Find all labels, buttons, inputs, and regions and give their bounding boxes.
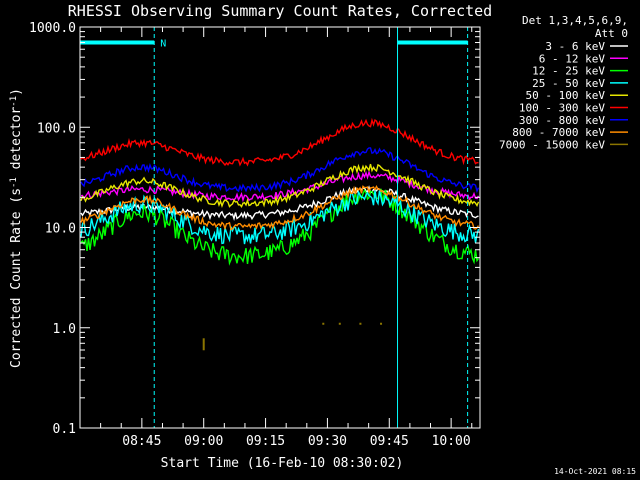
series-layer <box>80 117 480 351</box>
legend-label-2: 6 - 12 keV <box>539 52 606 65</box>
x-tick-label: 09:00 <box>184 434 223 449</box>
series-9-point <box>359 322 362 325</box>
series-9-point <box>322 322 325 325</box>
legend-header-line-2: Att 0 <box>595 27 628 40</box>
legend-label-4: 25 - 50 keV <box>532 77 605 90</box>
series-7-line <box>80 147 480 194</box>
y-tick-label: 0.1 <box>53 422 76 437</box>
axis-layer: 0.1 1.0 10.0 100.0 1000.0 08:45 09:00 09:15 09:3… <box>29 21 481 449</box>
x-tick-label: 09:15 <box>246 434 285 449</box>
series-2-line <box>80 170 480 203</box>
y-tick-label: 1.0 <box>53 322 76 337</box>
legend-label-3: 12 - 25 keV <box>532 65 605 78</box>
series-1-line <box>80 185 479 221</box>
series-8-line <box>80 184 480 231</box>
y-tick-label: 1000.0 <box>29 21 76 36</box>
legend-label-1: 3 - 6 keV <box>545 40 605 53</box>
x-tick-label: 08:45 <box>122 434 161 449</box>
x-tick-label: 09:30 <box>308 434 347 449</box>
y-axis-label: Corrected Count Rate (s-1 detector-1) <box>9 88 24 368</box>
series-3-line <box>80 188 480 266</box>
legend-label-7: 300 - 800 keV <box>519 114 605 127</box>
legend-label-5: 50 - 100 keV <box>526 89 606 102</box>
x-tick-label: 10:00 <box>432 434 471 449</box>
series-5-line <box>80 163 480 209</box>
legend-header-line-1: Det 1,3,4,5,6,9, <box>522 14 628 27</box>
chart-title: RHESSI Observing Summary Count Rates, Co… <box>68 2 492 20</box>
generation-timestamp: 14-Oct-2021 08:15 <box>554 467 636 476</box>
series-9-point <box>380 322 383 325</box>
series-6-line <box>80 117 479 167</box>
series-9-point <box>202 338 205 351</box>
annotation-1: N <box>160 39 166 50</box>
legend-label-9: 7000 - 15000 keV <box>499 138 605 151</box>
x-axis-label: Start Time (16-Feb-10 08:30:02) <box>161 456 404 471</box>
series-9-point <box>338 322 341 325</box>
x-tick-label: 09:45 <box>370 434 409 449</box>
y-tick-label: 100.0 <box>37 121 76 136</box>
y-tick-label: 10.0 <box>45 222 76 237</box>
legend-label-8: 800 - 7000 keV <box>512 126 605 139</box>
legend-label-6: 100 - 300 keV <box>519 102 605 115</box>
